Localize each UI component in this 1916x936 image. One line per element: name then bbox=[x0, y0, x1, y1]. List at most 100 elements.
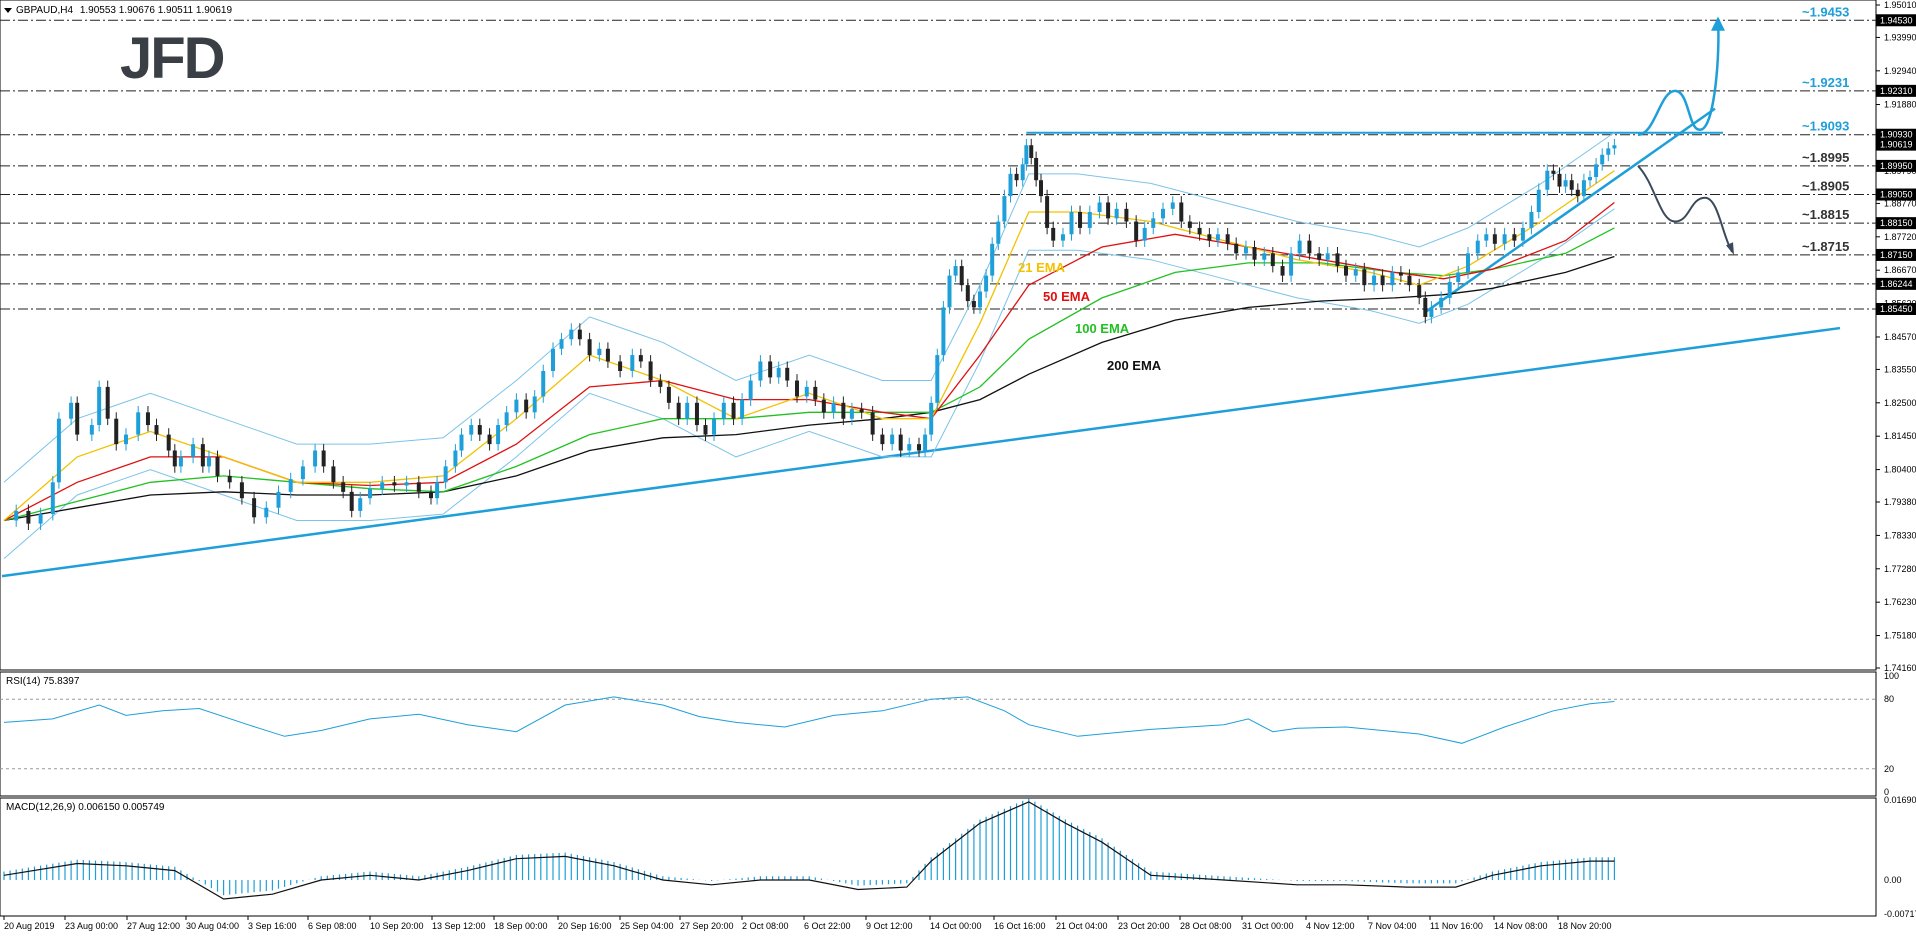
macd-header: MACD(12,26,9) 0.006150 0.005749 bbox=[6, 802, 165, 813]
candle-body bbox=[694, 402, 699, 426]
candle-body bbox=[559, 339, 564, 349]
candle-body bbox=[685, 402, 690, 419]
candle-body bbox=[605, 348, 610, 362]
candle-body bbox=[38, 514, 43, 524]
bullish-arrowhead-icon bbox=[1711, 16, 1725, 31]
candle-body bbox=[331, 466, 336, 483]
candle-body bbox=[917, 444, 921, 451]
candle-body bbox=[1317, 253, 1322, 260]
candle-body bbox=[965, 285, 970, 302]
level-price-box-label: 1.87150 bbox=[1880, 250, 1913, 260]
candle-body bbox=[1215, 234, 1220, 241]
candle-body bbox=[1569, 180, 1574, 190]
bollinger-upper-band bbox=[3, 132, 1615, 483]
candle-body bbox=[907, 444, 912, 451]
candle-body bbox=[1114, 208, 1119, 219]
candle-body bbox=[1335, 253, 1340, 267]
candles bbox=[14, 138, 1617, 530]
time-tick-label: 4 Nov 12:00 bbox=[1306, 921, 1355, 931]
candle-body bbox=[1600, 154, 1605, 165]
time-tick-label: 28 Oct 08:00 bbox=[1180, 921, 1232, 931]
price-tick-label: 1.81450 bbox=[1884, 431, 1916, 441]
candle-body bbox=[618, 361, 623, 372]
level-price-box bbox=[1876, 217, 1916, 230]
candle-body bbox=[1581, 180, 1586, 197]
scenario-arrows bbox=[1637, 16, 1734, 255]
candle-body bbox=[1417, 285, 1422, 298]
macd-indicator: MACD(12,26,9) 0.006150 0.005749 0.016904 0… bbox=[3, 795, 1916, 919]
ohlc-header: 1.90553 1.90676 1.90511 1.90619 bbox=[80, 5, 233, 16]
candle-body bbox=[477, 425, 482, 435]
candle-body bbox=[321, 450, 326, 467]
candle-body bbox=[1008, 173, 1013, 197]
candle-body bbox=[721, 402, 726, 419]
candle-body bbox=[541, 371, 546, 397]
candle-body bbox=[804, 386, 809, 397]
candle-body bbox=[1512, 234, 1517, 241]
candle-body bbox=[453, 450, 458, 467]
candle-body bbox=[1252, 246, 1257, 260]
time-tick-label: 10 Sep 20:00 bbox=[370, 921, 424, 931]
rsi-tick-label: 20 bbox=[1884, 764, 1894, 774]
candle-body bbox=[264, 507, 269, 518]
candle-body bbox=[648, 361, 653, 381]
candle-body bbox=[1423, 297, 1428, 317]
candle-body bbox=[1170, 202, 1175, 209]
candle-body bbox=[898, 434, 903, 451]
candle-body bbox=[136, 412, 141, 435]
price-axis: 1.95010 1.93990 1.92940 1.91880 1.909301.906… bbox=[1876, 0, 1916, 673]
long-term-uptrend-line bbox=[1, 326, 1841, 578]
candle-body bbox=[1362, 269, 1367, 286]
candle-body bbox=[1344, 266, 1348, 276]
candle-body bbox=[1197, 227, 1202, 235]
candle-body bbox=[1594, 164, 1599, 178]
time-tick-label: 20 Aug 2019 bbox=[4, 921, 55, 931]
time-tick-label: 9 Oct 12:00 bbox=[866, 921, 913, 931]
time-tick-label: 18 Nov 20:00 bbox=[1558, 921, 1612, 931]
level-label: ~1.9093 bbox=[1802, 119, 1849, 134]
price-tick-label: 1.84570 bbox=[1884, 332, 1916, 342]
candle-body bbox=[831, 402, 836, 413]
candle-body bbox=[731, 402, 736, 419]
candle-body bbox=[577, 329, 582, 340]
level-price-box bbox=[1876, 188, 1916, 201]
candle-body bbox=[50, 482, 55, 515]
candle-body bbox=[1456, 272, 1461, 282]
candle-body bbox=[676, 402, 681, 419]
time-tick-label: 6 Sep 08:00 bbox=[308, 921, 357, 931]
level-label: ~1.8815 bbox=[1802, 207, 1849, 222]
collapse-triangle-icon[interactable] bbox=[4, 8, 12, 13]
macd-tick-label: 0.00 bbox=[1884, 875, 1902, 885]
candle-body bbox=[1014, 173, 1019, 181]
level-price-box-label: 1.86244 bbox=[1880, 279, 1913, 289]
candle-body bbox=[1466, 253, 1470, 273]
candle-body bbox=[1529, 212, 1534, 228]
candle-body bbox=[435, 482, 440, 499]
candle-body bbox=[1051, 227, 1056, 241]
candle-body bbox=[75, 402, 80, 435]
price-tick-label: 1.95010 bbox=[1884, 0, 1916, 10]
price-tick-label: 1.83550 bbox=[1884, 364, 1916, 374]
candle-body bbox=[1390, 272, 1395, 286]
rsi-header: RSI(14) 75.8397 bbox=[6, 676, 80, 687]
level-price-box bbox=[1876, 302, 1916, 315]
candle-body bbox=[1151, 218, 1156, 228]
candle-body bbox=[26, 510, 31, 524]
candle-body bbox=[1325, 253, 1330, 260]
candle-body bbox=[56, 418, 61, 483]
candle-body bbox=[1484, 234, 1489, 241]
candle-body bbox=[358, 498, 363, 511]
price-tick-label: 1.78330 bbox=[1884, 530, 1916, 540]
time-tick-label: 14 Nov 08:00 bbox=[1494, 921, 1548, 931]
price-tick-label: 1.75180 bbox=[1884, 631, 1916, 641]
candle-body bbox=[1429, 307, 1434, 317]
macd-tick-label: 0.016904 bbox=[1884, 795, 1916, 805]
price-tick-label: 1.82500 bbox=[1884, 398, 1916, 408]
candle-body bbox=[206, 456, 211, 467]
candle-body bbox=[795, 380, 799, 397]
time-tick-label: 2 Oct 08:00 bbox=[742, 921, 789, 931]
candle-body bbox=[1207, 234, 1212, 241]
level-label: ~1.9453 bbox=[1802, 4, 1849, 19]
candle-body bbox=[880, 434, 885, 445]
candle-body bbox=[532, 396, 537, 413]
